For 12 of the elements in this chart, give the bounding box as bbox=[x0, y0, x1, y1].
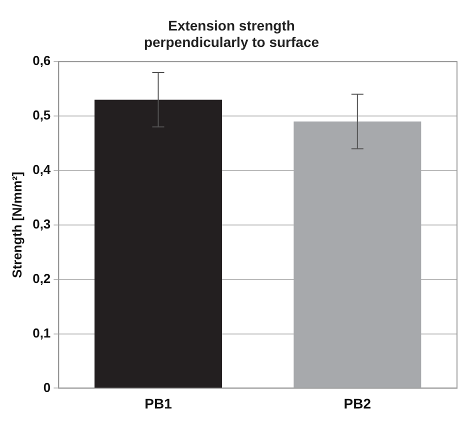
x-tick-label: PB1 bbox=[144, 395, 172, 412]
text: Extension strength bbox=[168, 17, 295, 34]
y-axis-title: Strength [N/mm²] bbox=[9, 172, 24, 278]
text: perpendicularly to surface bbox=[144, 34, 320, 50]
y-tick-label: 0,4 bbox=[32, 162, 52, 178]
x-tick-label: PB2 bbox=[344, 395, 372, 412]
y-tick-label: 0,5 bbox=[32, 108, 51, 123]
y-tick-label: 0,2 bbox=[32, 270, 51, 286]
y-tick-label: 0,6 bbox=[32, 53, 51, 68]
y-tick-label: 0 bbox=[43, 380, 51, 395]
y-tick-label: 0,1 bbox=[32, 325, 51, 340]
y-tick-label: 0,3 bbox=[32, 216, 51, 232]
